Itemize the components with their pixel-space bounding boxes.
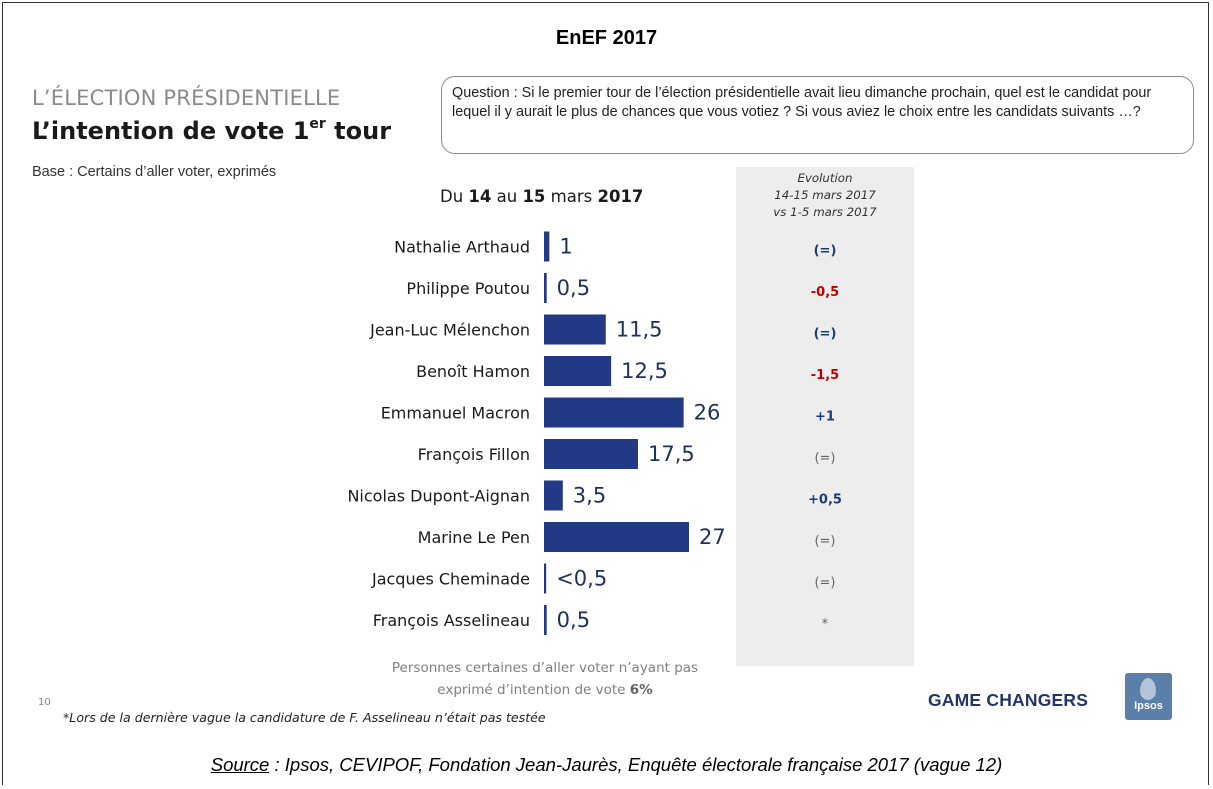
value-label-nathalie-arthaud: 1	[559, 235, 572, 259]
evolution-benoit-hamon: -1,5	[811, 368, 839, 383]
evolution-column	[736, 167, 914, 666]
logo-text: Ipsos	[1134, 700, 1163, 712]
page-number: 10	[38, 697, 51, 708]
evolution-header-line1: Evolution	[797, 171, 853, 185]
headline: L’intention de vote 1er tour	[32, 116, 392, 145]
category-label-nathalie-arthaud: Nathalie Arthaud	[394, 238, 530, 257]
question-box: Question : Si le premier tour de l’élect…	[441, 76, 1194, 154]
evolution-jean-luc-melenchon: (=)	[814, 327, 837, 342]
category-label-marine-le-pen: Marine Le Pen	[418, 528, 530, 547]
source-line: Source : Ipsos, CEVIPOF, Fondation Jean-…	[0, 754, 1213, 776]
category-label-philippe-poutou: Philippe Poutou	[406, 279, 530, 298]
headline-tail: tour	[325, 117, 392, 145]
period-day1: 14	[468, 187, 492, 206]
category-label-emmanuel-macron: Emmanuel Macron	[381, 404, 530, 423]
value-label-jacques-cheminade: <0,5	[556, 567, 607, 591]
category-label-francois-asselineau: François Asselineau	[373, 611, 530, 630]
period-mid: au	[491, 187, 523, 206]
footnote: *Lors de la dernière vague la candidatur…	[63, 710, 546, 725]
period-month: mars	[545, 187, 598, 206]
category-label-francois-fillon: François Fillon	[418, 445, 530, 464]
source-label: Source	[210, 754, 270, 775]
bar-nathalie-arthaud	[544, 231, 550, 262]
value-label-francois-fillon: 17,5	[648, 442, 695, 466]
bar-nicolas-dupont-aignan	[544, 480, 563, 511]
evolution-philippe-poutou: -0,5	[811, 285, 839, 300]
bar-francois-asselineau	[544, 605, 547, 635]
survey-period: Du 14 au 15 mars 2017	[440, 187, 643, 206]
evolution-header-line2: 14-15 mars 2017	[774, 188, 876, 202]
category-label-nicolas-dupont-aignan: Nicolas Dupont-Aignan	[347, 487, 530, 506]
section-kicker: L’ÉLECTION PRÉSIDENTIELLE	[32, 86, 341, 110]
evolution-header: Evolution 14-15 mars 2017 vs 1-5 mars 20…	[736, 170, 914, 221]
note-line1: Personnes certaines d’aller voter n’ayan…	[391, 660, 699, 676]
non-expressed-note: Personnes certaines d’aller voter n’ayan…	[360, 657, 730, 701]
value-label-emmanuel-macron: 26	[694, 401, 721, 425]
period-day2: 15	[522, 187, 546, 206]
evolution-francois-fillon: (=)	[814, 451, 835, 466]
period-year: 2017	[597, 187, 644, 206]
note-line2: exprimé d’intention de vote 6%	[360, 679, 730, 701]
value-label-francois-asselineau: 0,5	[557, 608, 590, 632]
ipsos-logo: Ipsos	[1125, 673, 1172, 720]
value-label-jean-luc-melenchon: 11,5	[616, 318, 663, 342]
bar-francois-fillon	[544, 439, 638, 469]
evolution-marine-le-pen: (=)	[814, 534, 835, 549]
headline-sup: er	[309, 116, 326, 132]
source-text: : Ipsos, CEVIPOF, Fondation Jean-Jaurès,…	[269, 754, 1003, 775]
base-note: Base : Certains d’aller voter, exprimés	[32, 164, 277, 180]
bar-jean-luc-melenchon	[544, 314, 606, 345]
logo-drop-icon	[1140, 678, 1156, 700]
category-label-jean-luc-melenchon: Jean-Luc Mélenchon	[369, 321, 530, 340]
evolution-jacques-cheminade: (=)	[814, 576, 835, 591]
headline-main: L’intention de vote 1	[32, 117, 310, 145]
evolution-header-line3: vs 1-5 mars 2017	[773, 205, 877, 219]
evolution-nathalie-arthaud: (=)	[814, 244, 837, 259]
bar-marine-le-pen	[544, 522, 689, 552]
value-label-benoit-hamon: 12,5	[621, 359, 668, 383]
note-value: 6%	[629, 682, 653, 698]
category-label-benoit-hamon: Benoît Hamon	[416, 362, 530, 381]
brand-tagline: GAME CHANGERS	[928, 690, 1089, 710]
bar-philippe-poutou	[544, 273, 547, 303]
value-label-philippe-poutou: 0,5	[557, 276, 590, 300]
evolution-nicolas-dupont-aignan: +0,5	[808, 493, 842, 508]
evolution-francois-asselineau: *	[822, 617, 829, 632]
period-prefix: Du	[440, 187, 469, 206]
evolution-emmanuel-macron: +1	[815, 410, 835, 425]
note-line2-prefix: exprimé d’intention de vote	[437, 682, 630, 698]
bar-benoit-hamon	[544, 356, 612, 386]
bar-jacques-cheminade	[544, 563, 547, 594]
bar-emmanuel-macron	[544, 397, 684, 428]
value-label-marine-le-pen: 27	[699, 525, 726, 549]
category-label-jacques-cheminade: Jacques Cheminade	[371, 570, 530, 589]
slide-title: EnEF 2017	[555, 27, 658, 49]
value-label-nicolas-dupont-aignan: 3,5	[573, 484, 606, 508]
